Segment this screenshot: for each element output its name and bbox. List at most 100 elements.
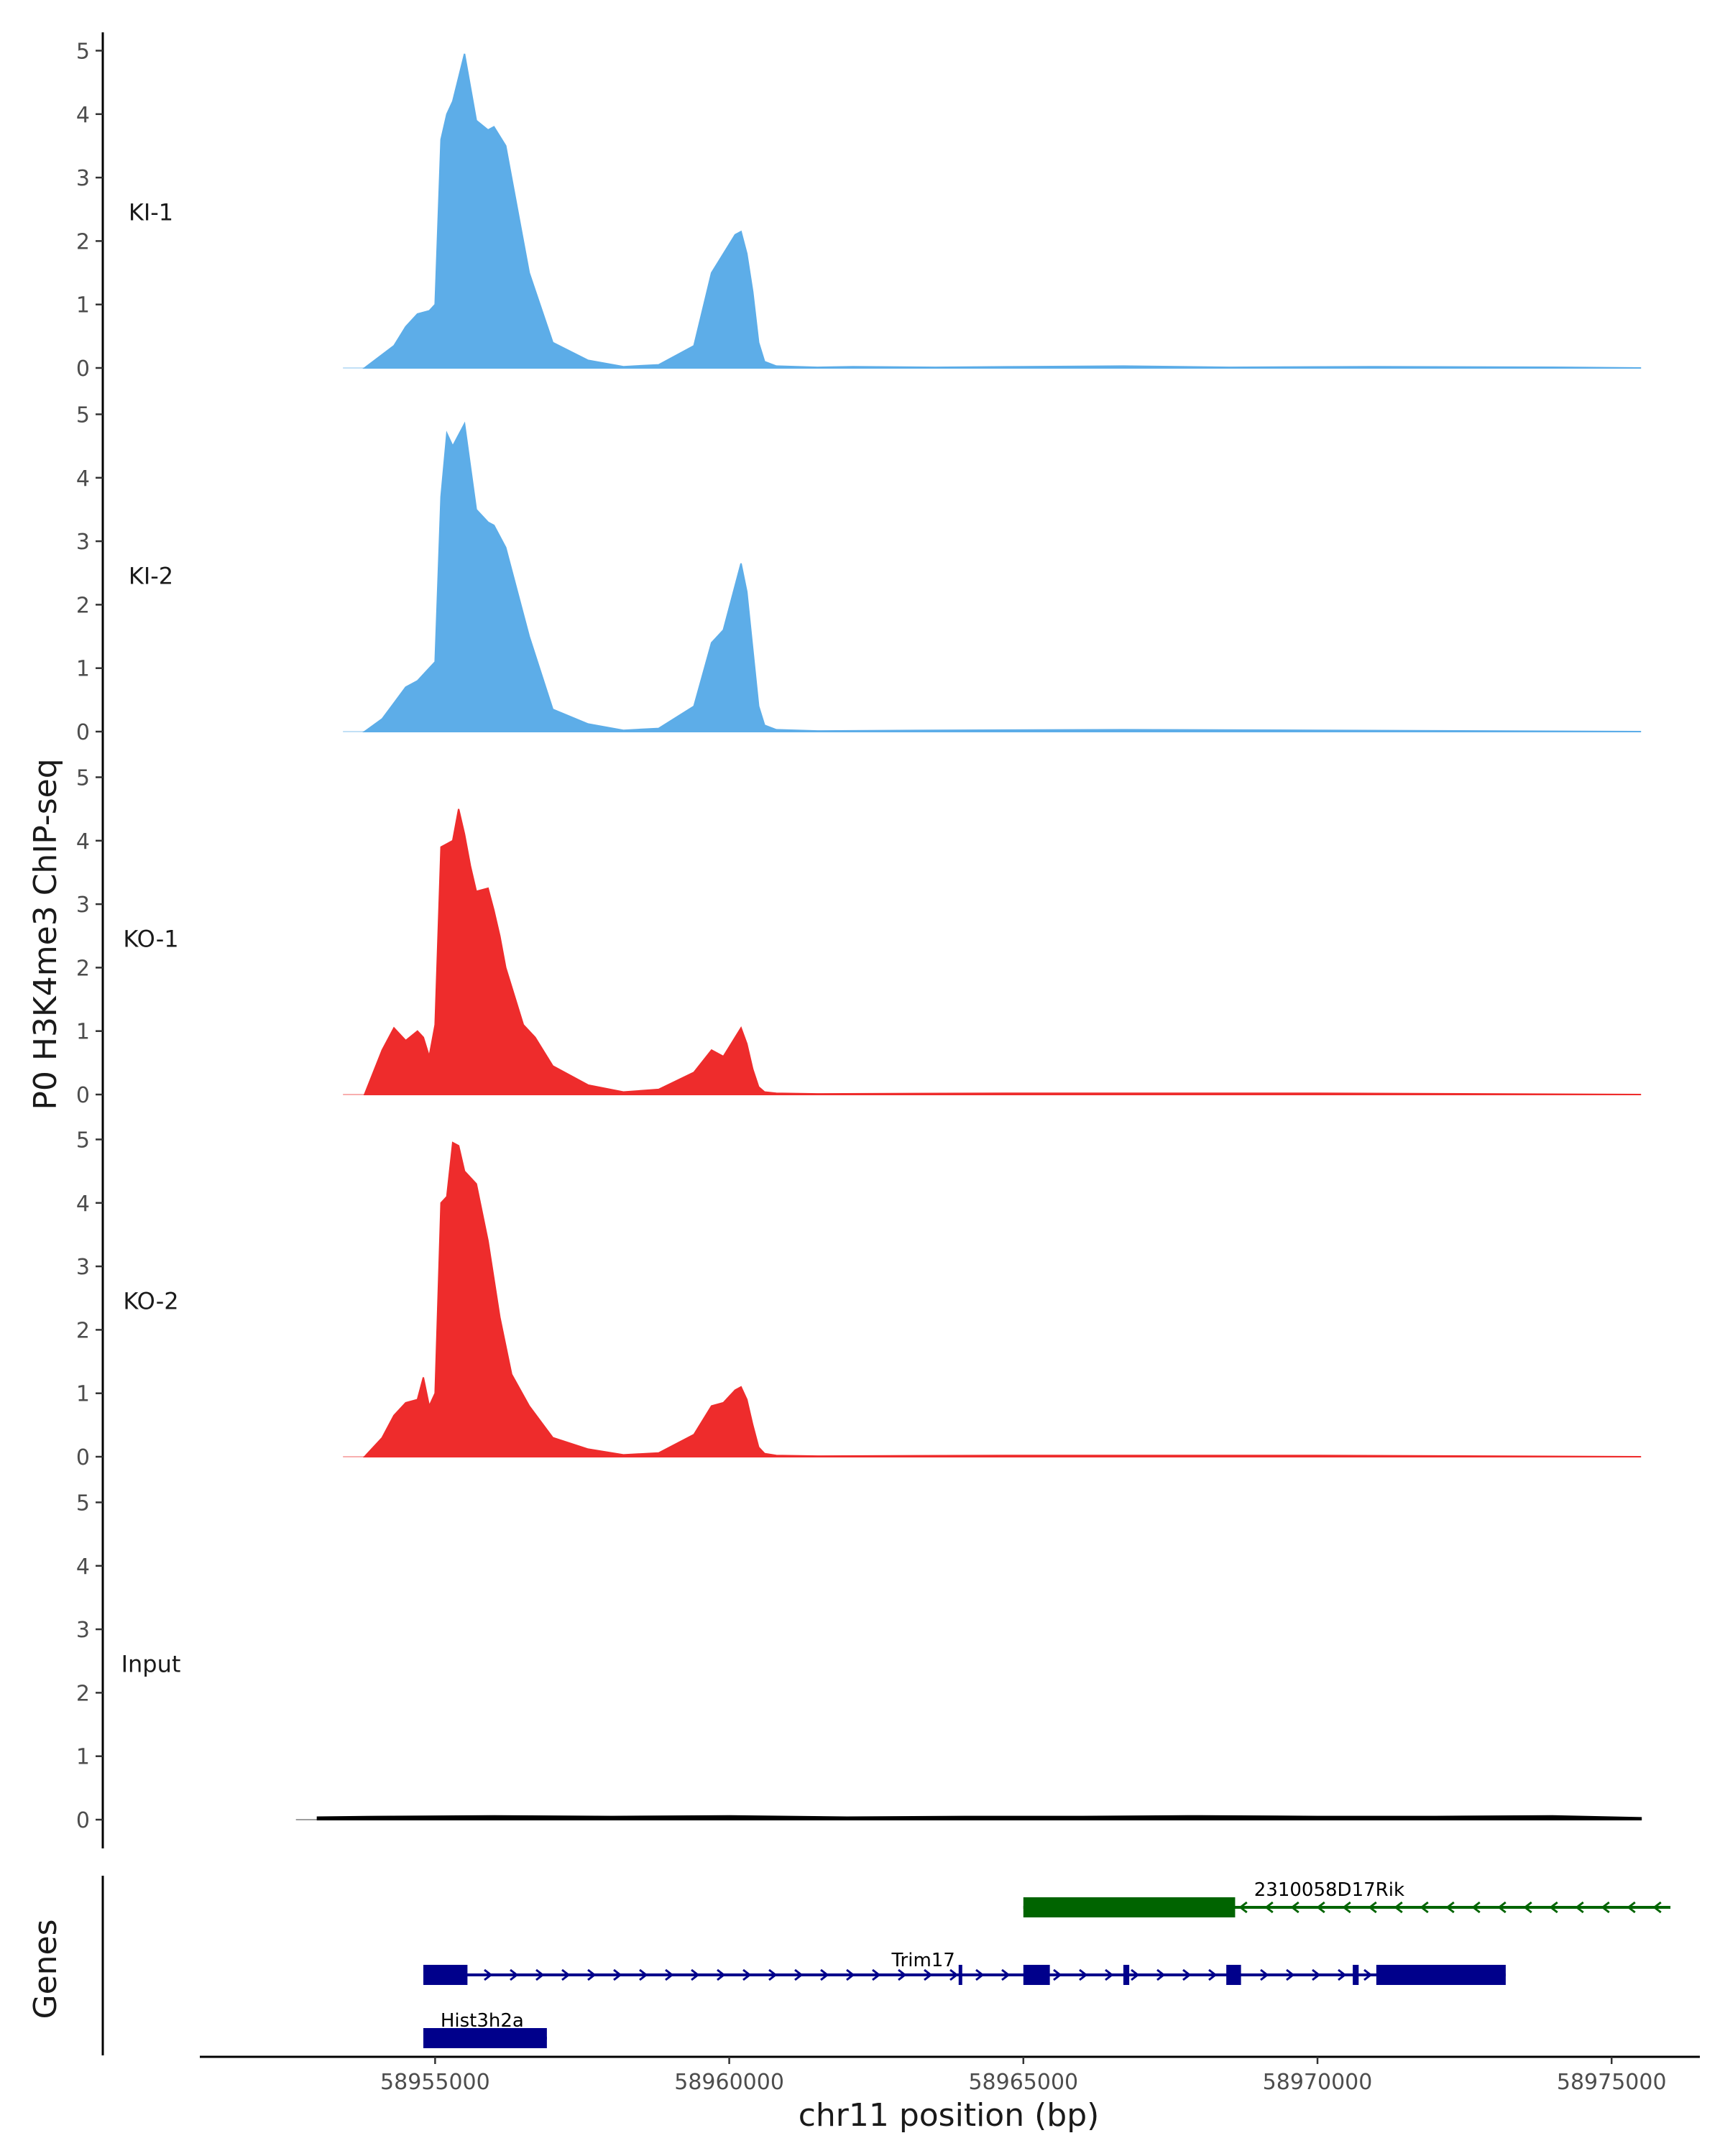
- strand-arrow: [613, 1968, 622, 1981]
- strand-arrow: [1290, 1901, 1300, 1914]
- gene-trim17: Trim17: [423, 1950, 1506, 1985]
- y-tick-label: 2: [76, 1681, 90, 1706]
- y-tick-label: 0: [76, 1808, 90, 1833]
- strand-arrow: [535, 1968, 545, 1981]
- gene-exon: [1023, 1965, 1050, 1985]
- strand-arrow: [924, 1968, 933, 1981]
- strand-arrow: [1420, 1901, 1429, 1914]
- gene-hist3h2a: Hist3h2a: [423, 2010, 547, 2048]
- track-label: KO-1: [123, 926, 178, 953]
- strand-arrow: [820, 1968, 829, 1981]
- strand-arrow: [1316, 1901, 1325, 1914]
- y-tick-label: 1: [76, 657, 90, 682]
- strand-arrow: [1156, 1968, 1166, 1981]
- genes-track-title: Genes: [27, 1919, 64, 2019]
- strand-arrow: [510, 1968, 519, 1981]
- gene-exon: [1123, 1965, 1130, 1985]
- y-tick-label: 4: [76, 103, 90, 128]
- gene-label: Trim17: [891, 1950, 954, 1971]
- y-tick-label: 0: [76, 720, 90, 745]
- strand-arrow: [1523, 1901, 1532, 1914]
- strand-arrow: [898, 1968, 907, 1981]
- strand-arrow: [1471, 1901, 1481, 1914]
- strand-arrow: [1601, 1901, 1610, 1914]
- y-tick-label: 2: [76, 229, 90, 254]
- track-label: KI-2: [129, 563, 173, 590]
- x-tick-label: 58970000: [1263, 2070, 1373, 2095]
- strand-arrow: [1652, 1901, 1662, 1914]
- gene-exon: [958, 1965, 962, 1985]
- y-tick-label: 3: [76, 166, 90, 191]
- strand-arrow: [1338, 1968, 1347, 1981]
- strand-arrow: [1575, 1901, 1584, 1914]
- x-tick-label: 58960000: [674, 2070, 784, 2095]
- y-tick-label: 4: [76, 829, 90, 854]
- x-tick-label: 58975000: [1557, 2070, 1667, 2095]
- gene-exon: [1023, 1897, 1236, 1917]
- gene-exon: [1376, 1965, 1506, 1985]
- track-label: Input: [121, 1651, 181, 1678]
- gene-exon: [423, 2028, 547, 2048]
- y-tick-label: 4: [76, 1554, 90, 1580]
- strand-arrow: [1001, 1968, 1011, 1981]
- y-tick-label: 3: [76, 1618, 90, 1643]
- strand-arrow: [975, 1968, 985, 1981]
- strand-arrow: [1105, 1968, 1114, 1981]
- x-axis-title: chr11 position (bp): [799, 2097, 1100, 2134]
- y-tick-label: 5: [76, 1128, 90, 1153]
- gene-exon: [1353, 1965, 1359, 1985]
- y-tick-label: 4: [76, 1192, 90, 1217]
- y-axis-title: P0 H3K4me3 ChIP-seq: [27, 758, 64, 1110]
- y-tick-label: 3: [76, 1255, 90, 1280]
- y-tick-label: 4: [76, 466, 90, 492]
- strand-arrow: [639, 1968, 648, 1981]
- strand-arrow: [949, 1968, 959, 1981]
- strand-arrow: [1260, 1968, 1269, 1981]
- y-tick-label: 5: [76, 40, 90, 65]
- y-tick-label: 0: [76, 1083, 90, 1108]
- strand-arrow: [1549, 1901, 1558, 1914]
- gene-2310058d17rik: 2310058D17Rik: [1023, 1879, 1671, 1917]
- strand-arrow: [1208, 1968, 1218, 1981]
- track-label: KO-2: [123, 1288, 178, 1315]
- strand-arrow: [1368, 1901, 1377, 1914]
- track-panel-ki-1: 0 1 2 3 4 5 KI-1: [76, 32, 1642, 397]
- x-tick-label: 58965000: [968, 2070, 1078, 2095]
- track-label: KI-1: [129, 199, 173, 226]
- strand-arrow: [1312, 1968, 1321, 1981]
- y-tick-label: 5: [76, 1491, 90, 1516]
- y-tick-label: 1: [76, 1745, 90, 1770]
- x-axis: 58955000 58960000 58965000 58970000 58975000: [200, 2055, 1700, 2095]
- strand-arrow: [1342, 1901, 1351, 1914]
- strand-arrow: [1445, 1901, 1455, 1914]
- track-panel-ko-1: 0 1 2 3 4 5 KO-1: [76, 758, 1642, 1123]
- strand-arrow: [846, 1968, 855, 1981]
- coverage-area-ki-1: [362, 53, 1642, 369]
- strand-arrow: [1131, 1968, 1140, 1981]
- strand-arrow: [665, 1968, 674, 1981]
- coverage-area-ko-2: [362, 1141, 1642, 1457]
- y-tick-label: 2: [76, 956, 90, 981]
- strand-arrow: [1627, 1901, 1636, 1914]
- strand-arrow: [1497, 1901, 1506, 1914]
- gene-label: 2310058D17Rik: [1254, 1879, 1404, 1901]
- strand-arrow: [691, 1968, 700, 1981]
- coverage-area-ko-1: [363, 808, 1642, 1095]
- y-tick-label: 2: [76, 1318, 90, 1343]
- y-tick-label: 0: [76, 1445, 90, 1470]
- strand-arrow: [1053, 1968, 1062, 1981]
- track-panel-input: 0 1 2 3 4 5 Input: [76, 1484, 1642, 1848]
- strand-arrow: [794, 1968, 804, 1981]
- gene-exon: [1226, 1965, 1241, 1985]
- strand-arrow: [1238, 1901, 1248, 1914]
- coverage-tracks: 0 1 2 3 4 5 KI-1 0 1 2 3 4 5 KI-2 0 1 2 3 4 5 KO-1 0 1 2 3 4 5 KO-2…: [76, 32, 1642, 1848]
- y-tick-label: 1: [76, 293, 90, 318]
- genes-panel: 2310058D17Rik Trim17 Hist3h2a: [101, 1876, 1671, 2055]
- track-panel-ki-2: 0 1 2 3 4 5 KI-2: [76, 395, 1642, 760]
- y-tick-label: 5: [76, 766, 90, 791]
- track-panel-ko-2: 0 1 2 3 4 5 KO-2: [76, 1121, 1642, 1485]
- y-tick-label: 2: [76, 593, 90, 618]
- gene-exon: [423, 1965, 468, 1985]
- strand-arrow: [717, 1968, 726, 1981]
